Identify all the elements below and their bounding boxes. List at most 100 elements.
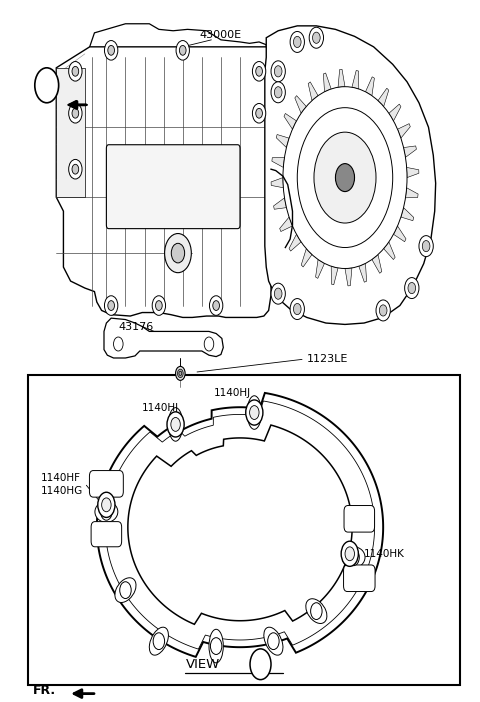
Circle shape [290,298,304,319]
Circle shape [297,107,393,248]
Circle shape [176,41,190,60]
Text: 1140HK: 1140HK [364,549,405,559]
Circle shape [312,32,320,44]
Circle shape [35,68,59,102]
Polygon shape [389,104,401,121]
Circle shape [419,236,433,257]
Circle shape [252,62,266,81]
Ellipse shape [168,408,183,441]
Circle shape [178,369,183,378]
Circle shape [153,633,165,649]
Circle shape [72,164,79,174]
FancyBboxPatch shape [89,470,123,497]
Circle shape [108,300,115,310]
Circle shape [105,296,118,315]
Circle shape [69,103,82,123]
Circle shape [408,282,416,293]
Text: 1140HJ: 1140HJ [142,404,180,413]
Polygon shape [345,268,352,286]
Text: 1140HG: 1140HG [40,486,83,496]
Circle shape [256,67,263,77]
Polygon shape [324,73,331,92]
Circle shape [213,300,219,310]
Circle shape [275,86,282,98]
Circle shape [311,603,322,619]
Circle shape [275,288,282,299]
Circle shape [72,67,79,77]
FancyBboxPatch shape [107,145,240,229]
Polygon shape [401,208,414,220]
Polygon shape [265,26,436,324]
Text: A: A [43,80,50,91]
Polygon shape [56,68,85,197]
Ellipse shape [306,599,327,623]
Circle shape [271,61,285,82]
Polygon shape [276,135,289,147]
Circle shape [376,300,390,321]
Text: 1123LE: 1123LE [307,355,348,364]
Polygon shape [406,187,418,198]
Text: 43176: 43176 [118,322,154,331]
Circle shape [271,82,285,102]
Polygon shape [365,77,374,95]
Polygon shape [295,95,306,113]
Circle shape [252,103,266,123]
Circle shape [268,633,279,649]
Ellipse shape [247,396,262,430]
Circle shape [422,241,430,252]
Circle shape [379,305,387,316]
Polygon shape [397,124,410,138]
Circle shape [165,234,192,272]
Polygon shape [284,114,297,129]
Polygon shape [280,217,292,232]
Polygon shape [56,47,271,317]
Circle shape [179,371,182,376]
Text: 1140HJ: 1140HJ [214,388,252,398]
Polygon shape [289,234,301,251]
Circle shape [283,86,407,268]
Polygon shape [301,249,312,267]
Circle shape [114,337,123,351]
Circle shape [204,337,214,351]
Polygon shape [271,178,283,187]
Polygon shape [378,88,389,107]
Circle shape [293,303,301,314]
Circle shape [180,46,186,55]
Text: VIEW: VIEW [186,658,220,670]
Circle shape [341,541,359,567]
Polygon shape [315,260,324,279]
Circle shape [275,66,282,77]
Ellipse shape [264,627,283,655]
Circle shape [69,62,82,81]
Circle shape [105,41,118,60]
Circle shape [98,492,115,517]
Ellipse shape [115,578,136,602]
Circle shape [405,277,419,298]
Polygon shape [372,255,382,273]
FancyBboxPatch shape [91,522,121,547]
Polygon shape [128,425,352,624]
Bar [28,376,459,685]
Circle shape [250,406,259,420]
Circle shape [250,649,271,680]
Circle shape [256,108,263,118]
Circle shape [69,159,82,179]
Circle shape [101,503,112,520]
Circle shape [271,283,285,304]
Circle shape [170,416,181,433]
Polygon shape [308,82,318,100]
Circle shape [293,37,301,48]
Circle shape [309,27,324,48]
Polygon shape [104,318,223,358]
Ellipse shape [342,547,365,568]
Circle shape [102,498,111,512]
Polygon shape [97,393,383,657]
Circle shape [290,32,304,53]
Circle shape [314,132,376,223]
Text: 1140HF: 1140HF [40,473,81,483]
Polygon shape [272,157,285,167]
Text: FR.: FR. [33,684,56,697]
Polygon shape [352,70,359,89]
Circle shape [345,547,355,561]
Polygon shape [90,24,266,61]
